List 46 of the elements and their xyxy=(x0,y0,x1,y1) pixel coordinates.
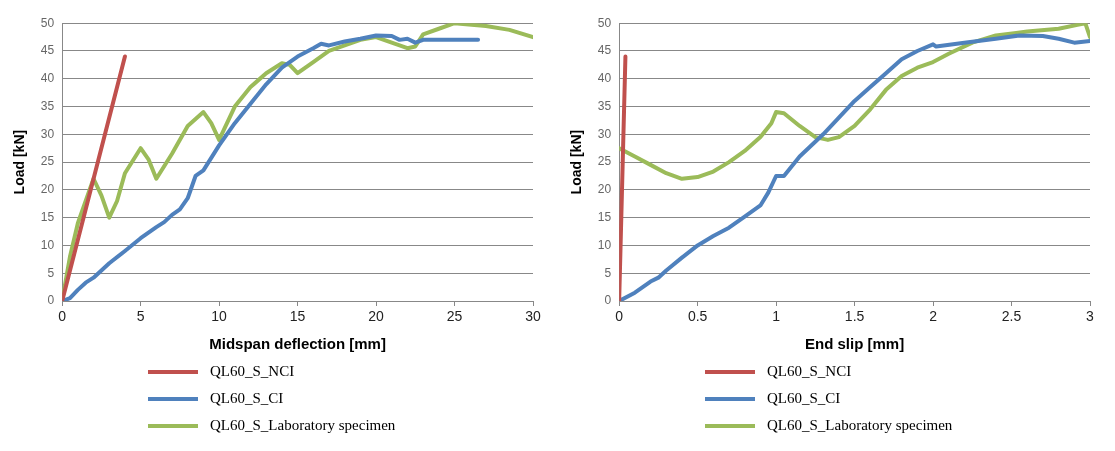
x-tick-label: 0 xyxy=(615,307,624,324)
y-tick-label: 40 xyxy=(597,71,612,86)
x-tick-label: 25 xyxy=(446,307,463,324)
x-tick-label: 0.5 xyxy=(687,307,708,324)
x-axis-title: Midspan deflection [mm] xyxy=(209,335,386,353)
y-tick-label: 15 xyxy=(597,209,612,224)
y-tick-label: 30 xyxy=(40,126,55,141)
y-tick-label: 5 xyxy=(604,265,612,280)
x-tick-label: 3 xyxy=(1086,307,1095,324)
legend-label: QL60_S_NCI xyxy=(767,363,852,380)
x-tick-label: 1.5 xyxy=(844,307,865,324)
y-axis-title: Load [kN] xyxy=(11,129,28,195)
y-tick-label: 20 xyxy=(597,182,612,197)
x-tick-label: 1 xyxy=(772,307,781,324)
y-tick-label: 35 xyxy=(40,98,55,113)
x-axis-title: End slip [mm] xyxy=(804,335,905,353)
x-tick-label: 2.5 xyxy=(1001,307,1022,324)
x-tick-label: 5 xyxy=(136,307,145,324)
x-tick-label: 20 xyxy=(368,307,385,324)
y-axis-title: Load [kN] xyxy=(568,129,585,195)
x-tick-label: 10 xyxy=(211,307,228,324)
y-tick-label: 0 xyxy=(47,293,55,308)
y-tick-label: 20 xyxy=(40,182,55,197)
x-tick-label: 15 xyxy=(289,307,306,324)
y-tick-label: 25 xyxy=(40,154,55,169)
y-tick-label: 10 xyxy=(597,237,612,252)
y-tick-label: 50 xyxy=(40,15,55,30)
legend-label: QL60_S_CI xyxy=(210,390,284,407)
y-tick-label: 25 xyxy=(597,154,612,169)
y-tick-label: 45 xyxy=(597,43,612,58)
y-tick-label: 45 xyxy=(40,43,55,58)
y-tick-label: 35 xyxy=(597,98,612,113)
legend-label: QL60_S_CI xyxy=(767,390,841,407)
legend-label: QL60_S_NCI xyxy=(210,363,295,380)
x-tick-label: 30 xyxy=(525,307,541,324)
x-tick-label: 2 xyxy=(929,307,938,324)
y-tick-label: 10 xyxy=(40,237,55,252)
x-tick-label: 0 xyxy=(58,307,67,324)
y-tick-label: 0 xyxy=(604,293,612,308)
y-tick-label: 15 xyxy=(40,209,55,224)
y-tick-label: 40 xyxy=(40,71,55,86)
legend-label: QL60_S_Laboratory specimen xyxy=(210,417,396,434)
y-tick-label: 5 xyxy=(47,265,55,280)
y-tick-label: 30 xyxy=(597,126,612,141)
y-tick-label: 50 xyxy=(597,15,612,30)
legend-label: QL60_S_Laboratory specimen xyxy=(767,417,953,434)
